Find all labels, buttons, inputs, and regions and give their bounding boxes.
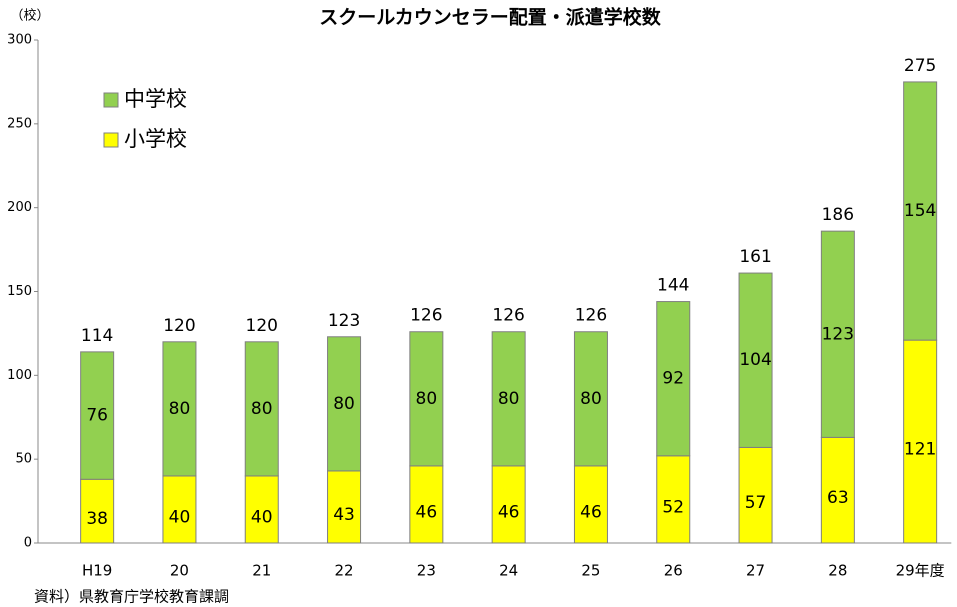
legend-swatch [103, 132, 119, 148]
x-tick-label: 22 [335, 562, 354, 580]
total-label: 186 [822, 205, 854, 225]
x-tick-label: 27 [746, 562, 765, 580]
value-label: 121 [904, 440, 936, 460]
x-tick-label: 29年度 [896, 562, 945, 580]
y-tick-label: 150 [7, 284, 32, 299]
total-label: 120 [163, 316, 195, 336]
bar-segment [573, 331, 608, 467]
value-label: 43 [333, 505, 355, 525]
legend-label: 小学校 [124, 127, 187, 151]
value-label: 57 [745, 493, 767, 513]
bar-segment [491, 331, 526, 467]
bar-segment [820, 436, 855, 544]
total-label: 120 [246, 316, 278, 336]
bar-segment [656, 455, 691, 544]
total-label: 161 [739, 247, 771, 267]
total-label: 126 [410, 306, 442, 326]
bar-segment [738, 272, 773, 448]
x-tick-label: 28 [828, 562, 847, 580]
total-label: 114 [81, 326, 113, 346]
bar-segment [244, 341, 279, 477]
value-label: 63 [827, 488, 849, 508]
total-label: 123 [328, 311, 360, 331]
value-label: 80 [169, 399, 191, 419]
value-label: 123 [822, 324, 854, 344]
y-tick-label: 50 [15, 452, 32, 467]
legend-swatch [103, 92, 119, 108]
value-label: 76 [86, 406, 108, 426]
bar-segment [409, 331, 444, 467]
x-tick-label: 23 [417, 562, 436, 580]
x-tick-label: H19 [82, 562, 112, 580]
value-label: 80 [251, 399, 273, 419]
bar-segment [903, 339, 938, 544]
value-label: 80 [498, 389, 520, 409]
value-label: 46 [498, 502, 520, 522]
total-label: 144 [657, 276, 689, 296]
bar-segment [738, 446, 773, 544]
chart-title: スクールカウンセラー配置・派遣学校数 [319, 6, 661, 29]
y-tick-label: 300 [7, 33, 32, 48]
value-label: 46 [416, 502, 438, 522]
y-tick-label: 0 [24, 536, 32, 551]
x-tick-label: 25 [581, 562, 600, 580]
value-label: 80 [416, 389, 438, 409]
x-tick-label: 20 [170, 562, 189, 580]
x-tick-label: 24 [499, 562, 518, 580]
total-label: 275 [904, 56, 936, 76]
value-label: 40 [169, 507, 191, 527]
value-label: 46 [580, 502, 602, 522]
value-label: 38 [86, 509, 108, 529]
value-label: 104 [739, 350, 771, 370]
y-tick-label: 200 [7, 200, 32, 215]
value-label: 92 [662, 369, 684, 389]
bar-segment [409, 465, 444, 544]
x-tick-label: 21 [252, 562, 271, 580]
value-label: 154 [904, 201, 936, 221]
value-label: 80 [333, 394, 355, 414]
value-label: 52 [662, 497, 684, 517]
y-unit: （校） [10, 8, 49, 24]
y-tick-label: 100 [7, 368, 32, 383]
bar-segment [80, 351, 115, 480]
source-note: 資料）県教育庁学校教育課調 [34, 588, 229, 606]
bar-segment [327, 336, 362, 472]
legend-label: 中学校 [124, 87, 187, 111]
bar-segment [656, 301, 691, 457]
value-label: 80 [580, 389, 602, 409]
x-tick-label: 26 [664, 562, 683, 580]
y-tick-label: 250 [7, 116, 32, 131]
total-label: 126 [492, 306, 524, 326]
total-label: 126 [575, 306, 607, 326]
bar-segment [820, 230, 855, 438]
value-label: 40 [251, 507, 273, 527]
bar-segment [903, 81, 938, 341]
bar-segment [162, 341, 197, 477]
